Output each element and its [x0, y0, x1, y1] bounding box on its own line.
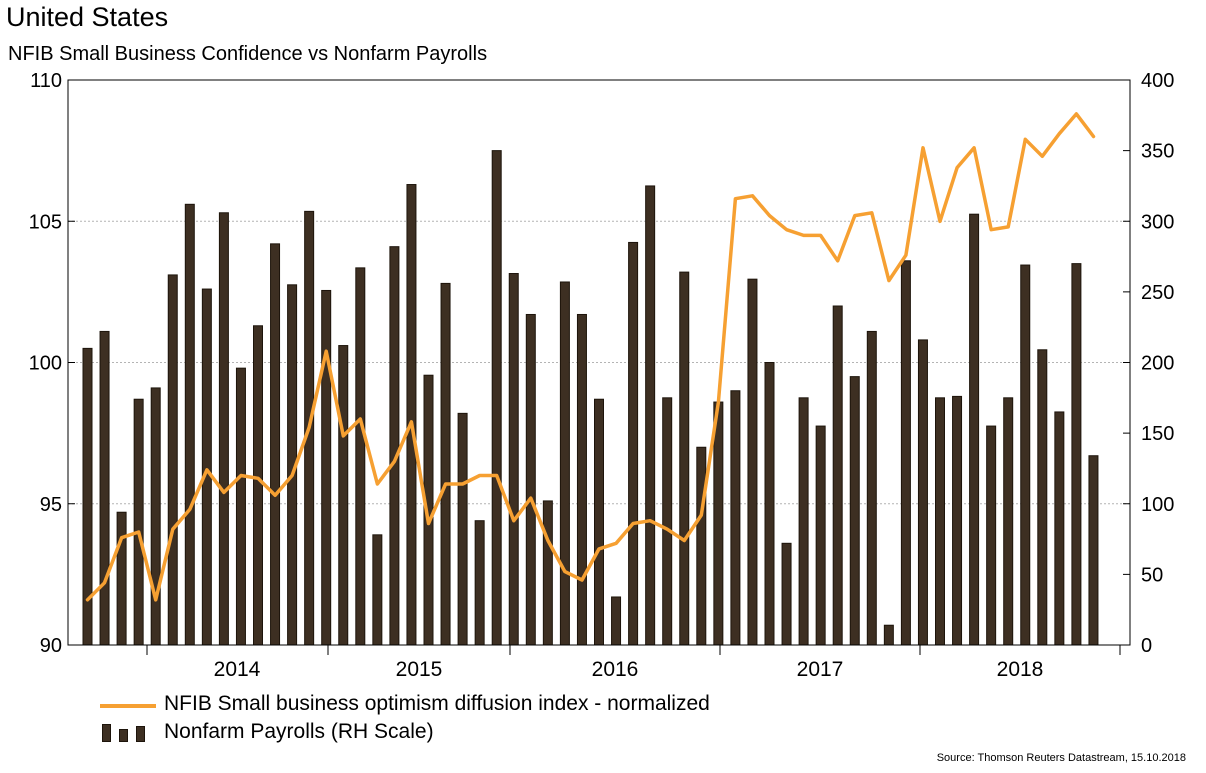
payroll-bar — [986, 425, 997, 646]
payroll-bar — [832, 305, 843, 646]
right-axis-label: 50 — [1141, 564, 1163, 586]
payroll-bar — [900, 260, 911, 646]
payroll-bar — [645, 185, 656, 646]
right-axis-label: 250 — [1141, 282, 1174, 304]
payroll-bar — [389, 246, 400, 646]
payroll-bar — [406, 184, 417, 646]
payroll-bar — [611, 596, 622, 646]
payroll-bar — [679, 271, 690, 646]
payroll-bar — [99, 330, 110, 646]
payroll-bar — [133, 398, 144, 646]
x-axis-label: 2016 — [592, 658, 639, 681]
payroll-bar — [201, 288, 212, 646]
right-axis-label: 350 — [1141, 141, 1174, 163]
payroll-bar — [696, 446, 707, 646]
payroll-bar — [355, 267, 366, 646]
legend-bars-swatch — [100, 724, 156, 742]
payroll-bar — [866, 330, 877, 646]
legend-bars-label: Nonfarm Payrolls (RH Scale) — [164, 720, 434, 743]
payroll-bar — [815, 425, 826, 646]
right-axis-label: 0 — [1141, 635, 1152, 657]
payroll-bar — [1003, 397, 1014, 646]
left-axis-label: 90 — [40, 635, 62, 657]
source-note: Source: Thomson Reuters Datastream, 15.1… — [936, 752, 1186, 764]
payroll-bar — [713, 401, 724, 646]
legend-line-label: NFIB Small business optimism diffusion i… — [164, 692, 710, 715]
payroll-bar — [321, 289, 332, 646]
right-axis-label: 200 — [1141, 353, 1174, 375]
payroll-bar — [167, 274, 178, 646]
left-axis-label: 100 — [29, 353, 62, 375]
payroll-bar — [508, 273, 519, 646]
payroll-bar — [594, 398, 604, 646]
x-axis-label: 2018 — [997, 658, 1044, 681]
chart-title: United States — [6, 2, 169, 32]
right-axis-label: 150 — [1141, 423, 1174, 445]
payroll-bar — [798, 397, 809, 646]
legend-line-swatch — [100, 704, 156, 708]
payroll-bar — [253, 325, 263, 646]
payroll-bar — [628, 241, 639, 646]
payroll-bar — [662, 397, 673, 646]
payroll-bar — [525, 313, 536, 646]
payroll-bar — [781, 542, 792, 646]
left-axis-label: 105 — [29, 211, 62, 233]
payroll-bar — [474, 520, 485, 646]
payroll-bar — [338, 345, 349, 646]
payroll-bar — [969, 213, 980, 646]
payroll-bar — [559, 281, 570, 646]
payroll-bar — [218, 212, 229, 646]
x-axis-label: 2017 — [797, 658, 844, 681]
payroll-bar — [1054, 411, 1065, 646]
left-axis-label: 95 — [40, 494, 62, 516]
right-axis-label: 400 — [1141, 70, 1174, 92]
payroll-bar — [576, 313, 587, 646]
payroll-bar — [952, 395, 963, 646]
payroll-bar — [184, 203, 195, 646]
payroll-bar — [730, 390, 741, 646]
x-axis-label: 2014 — [214, 658, 261, 681]
payroll-bar — [491, 150, 502, 646]
payroll-bar — [150, 387, 161, 646]
x-axis-label: 2015 — [396, 658, 443, 681]
payroll-bar — [270, 243, 281, 646]
payroll-bar — [1037, 349, 1048, 646]
payroll-bar — [542, 500, 553, 646]
payroll-bar — [1020, 264, 1031, 646]
payroll-bar — [747, 278, 758, 646]
payroll-bar — [935, 397, 945, 646]
payroll-bar — [372, 534, 383, 646]
payroll-bar — [1071, 263, 1082, 646]
left-axis-label: 110 — [30, 70, 62, 92]
payroll-bar — [235, 367, 246, 646]
payroll-bar — [116, 511, 127, 646]
chart-subtitle: NFIB Small Business Confidence vs Nonfar… — [8, 43, 488, 65]
payroll-bar — [849, 376, 860, 646]
payroll-bar — [883, 624, 894, 646]
payroll-bar — [764, 362, 775, 646]
payroll-bar — [440, 282, 451, 646]
nfib-line — [85, 112, 1096, 602]
right-axis-label: 100 — [1141, 494, 1174, 516]
payroll-bar — [917, 339, 928, 646]
payroll-bar — [1088, 455, 1099, 646]
right-axis-label: 300 — [1141, 211, 1174, 233]
payroll-bar — [457, 412, 468, 646]
